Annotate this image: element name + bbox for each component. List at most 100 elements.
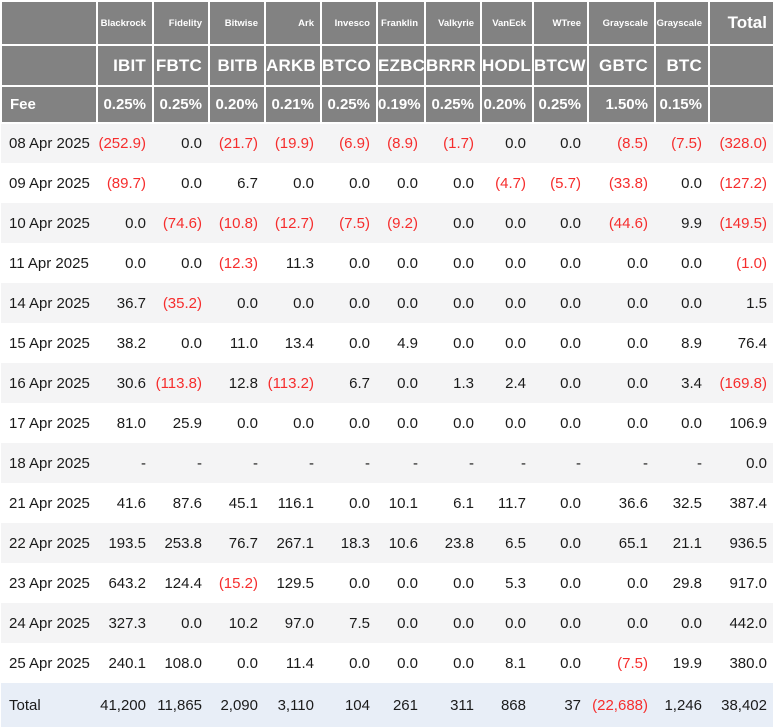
total-value-cell: 311 <box>425 683 481 727</box>
table-row: 10 Apr 2025 0.0 (74.6) (10.8) (12.7) (7.5) (9.… <box>1 203 773 243</box>
value-cell: 0.0 <box>560 254 581 272</box>
value-cell: 0.0 <box>627 254 648 272</box>
value-cell: 13.4 <box>284 334 314 352</box>
value-cell: 0.0 <box>453 414 474 432</box>
value-cell: 41.6 <box>116 494 146 512</box>
value-cell: (149.5) <box>719 214 767 232</box>
value-cell: 6.7 <box>237 174 258 192</box>
provider-header-row: Blackrock Fidelity Bitwise Ark Invesco Frankl… <box>0 0 773 46</box>
table-row: 23 Apr 2025 643.2 124.4 (15.2) 129.5 0.0 0.0 0.… <box>1 563 773 603</box>
value-cell: 0.0 <box>560 414 581 432</box>
value-cell: 442.0 <box>729 614 767 632</box>
value-cell: (169.8) <box>719 374 767 392</box>
date-cell: 25 Apr 2025 <box>9 654 90 672</box>
table-row: 17 Apr 2025 81.0 25.9 0.0 0.0 0.0 0.0 0.0 0.0 0.0… <box>1 403 773 443</box>
value-cell: 253.8 <box>164 534 202 552</box>
provider-header: Invesco <box>320 0 378 46</box>
value-cell: (1.7) <box>443 135 474 152</box>
table-header: Blackrock Fidelity Bitwise Ark Invesco Frankl… <box>0 0 773 124</box>
value-cell: (5.7) <box>550 174 581 192</box>
value-cell: 4.9 <box>397 334 418 352</box>
value-cell: - <box>365 454 370 472</box>
table-row: 09 Apr 2025 (89.7) 0.0 6.7 0.0 0.0 0.0 0.0 (4.7)… <box>1 163 773 203</box>
value-cell: 0.0 <box>453 334 474 352</box>
value-cell: 10.2 <box>228 614 258 632</box>
value-cell: (12.3) <box>218 254 258 272</box>
value-cell: 0.0 <box>293 174 314 192</box>
table-row: 08 Apr 2025 (252.9) 0.0 (21.7) (19.9) (6.9) (8… <box>1 123 773 163</box>
value-cell: 116.1 <box>277 494 314 512</box>
fee-cell: 0.25% <box>532 85 589 124</box>
value-cell: 0.0 <box>505 254 526 272</box>
value-cell: 0.0 <box>681 614 702 632</box>
total-header: Total <box>708 0 773 46</box>
value-cell: 0.0 <box>560 334 581 352</box>
value-cell: - <box>697 454 702 472</box>
value-cell: 0.0 <box>560 654 581 672</box>
blank-header-cell <box>708 44 773 87</box>
value-cell: 8.9 <box>681 334 702 352</box>
value-cell: (89.7) <box>106 174 146 192</box>
value-cell: 87.6 <box>172 494 202 512</box>
value-cell: 0.0 <box>293 294 314 312</box>
fee-cell: 0.25% <box>320 85 378 124</box>
value-cell: - <box>309 454 314 472</box>
provider-header: Grayscale <box>654 0 710 46</box>
value-cell: 0.0 <box>560 135 581 152</box>
table-row: 21 Apr 2025 41.6 87.6 45.1 116.1 0.0 10.1 6.1 11… <box>1 483 773 523</box>
value-cell: 0.0 <box>505 294 526 312</box>
value-cell: (35.2) <box>162 294 202 312</box>
value-cell: 0.0 <box>349 334 370 352</box>
total-row: Total 41,200 11,865 2,090 3,110 104 261 311 868 3… <box>1 683 773 727</box>
value-cell: 0.0 <box>125 254 146 272</box>
provider-header: VanEck <box>480 0 534 46</box>
value-cell: 6.7 <box>349 374 370 392</box>
value-cell: 0.0 <box>349 494 370 512</box>
ticker-header: FBTC <box>152 44 210 87</box>
value-cell: 0.0 <box>349 254 370 272</box>
value-cell: - <box>413 454 418 472</box>
provider-header: Franklin <box>376 0 426 46</box>
ticker-header: IBIT <box>96 44 154 87</box>
value-cell: 1.3 <box>453 374 474 392</box>
value-cell: 0.0 <box>560 534 581 552</box>
table-body: 08 Apr 2025 (252.9) 0.0 (21.7) (19.9) (6.9) (8… <box>1 123 773 683</box>
value-cell: 0.0 <box>397 414 418 432</box>
corner-cell <box>0 0 98 46</box>
date-cell: 08 Apr 2025 <box>9 135 90 152</box>
total-value-cell: 11,865 <box>153 683 209 727</box>
value-cell: 267.1 <box>276 534 314 552</box>
value-cell: 0.0 <box>681 174 702 192</box>
value-cell: 0.0 <box>560 494 581 512</box>
value-cell: 106.9 <box>729 414 767 432</box>
value-cell: 0.0 <box>349 174 370 192</box>
value-cell: 45.1 <box>228 494 258 512</box>
value-cell: 0.0 <box>681 414 702 432</box>
value-cell: 0.0 <box>453 214 474 232</box>
value-cell: 0.0 <box>237 294 258 312</box>
value-cell: (9.2) <box>387 214 418 232</box>
ticker-header: BITB <box>208 44 266 87</box>
table-footer: Total 41,200 11,865 2,090 3,110 104 261 311 868 3… <box>1 683 773 727</box>
value-cell: 0.0 <box>349 294 370 312</box>
value-cell: 11.0 <box>229 334 258 352</box>
value-cell: 124.4 <box>164 574 202 592</box>
value-cell: 2.4 <box>505 374 526 392</box>
value-cell: - <box>576 454 581 472</box>
provider-header: Bitwise <box>208 0 266 46</box>
table-row: 18 Apr 2025 - - - - - - - - - - - 0.0 <box>1 443 773 483</box>
value-cell: 19.9 <box>672 654 702 672</box>
value-cell: 23.8 <box>444 534 474 552</box>
value-cell: 6.5 <box>505 534 526 552</box>
value-cell: 0.0 <box>627 574 648 592</box>
value-cell: 0.0 <box>505 414 526 432</box>
value-cell: - <box>643 454 648 472</box>
value-cell: 21.1 <box>672 534 702 552</box>
value-cell: (12.7) <box>274 214 314 232</box>
value-cell: 38.2 <box>116 334 146 352</box>
value-cell: - <box>253 454 258 472</box>
value-cell: 12.8 <box>228 374 258 392</box>
value-cell: 0.0 <box>181 174 202 192</box>
value-cell: 1.5 <box>746 294 767 312</box>
value-cell: (19.9) <box>274 135 314 152</box>
